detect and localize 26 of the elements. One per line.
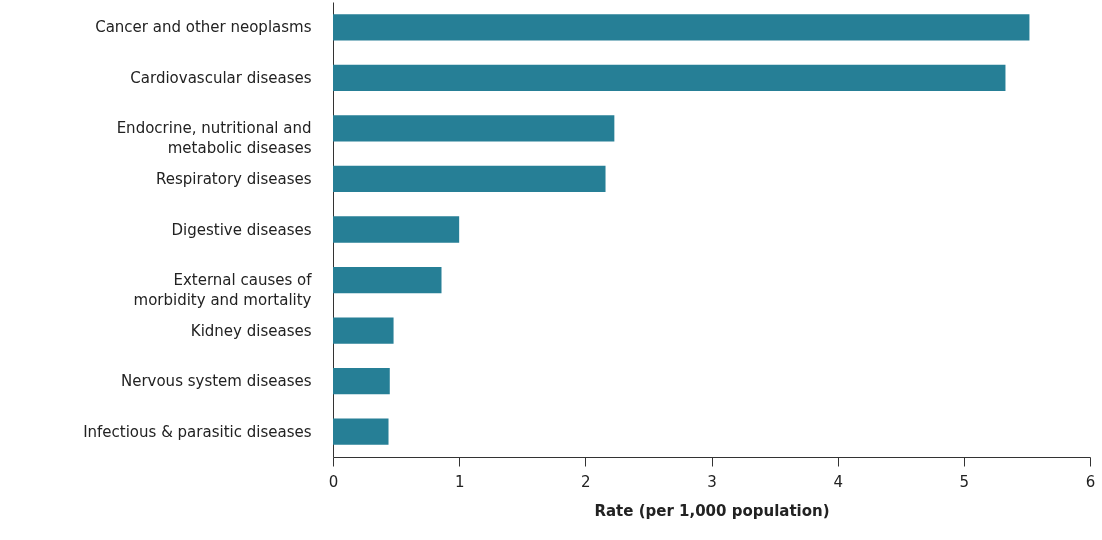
bar — [333, 64, 1006, 91]
y-tick-label: Cancer and other neoplasms — [95, 18, 312, 37]
x-tick-label: 1 — [454, 472, 465, 491]
y-tick-label: Nervous system diseases — [120, 372, 312, 391]
y-tick-label: External causes of morbidity and mortality — [133, 271, 313, 310]
bar — [333, 165, 606, 193]
bar — [333, 368, 390, 395]
x-tick-label: 5 — [959, 472, 970, 491]
x-axis-title: Rate (per 1,000 population) — [594, 501, 830, 520]
bar — [333, 317, 394, 344]
x-tick-label: 6 — [1085, 472, 1096, 491]
bar — [333, 216, 460, 243]
bar — [333, 418, 389, 445]
x-tick-label: 2 — [581, 472, 591, 491]
y-tick-label: Digestive diseases — [171, 220, 312, 239]
bar — [333, 266, 442, 294]
x-tick-label: 0 — [328, 472, 339, 491]
y-tick-label: Respiratory diseases — [156, 169, 312, 188]
y-tick-label: Infectious & parasitic diseases — [83, 422, 312, 441]
bar — [333, 14, 1030, 41]
x-tick-label: 4 — [833, 472, 843, 491]
x-tick-label: 3 — [707, 472, 717, 491]
y-tick-label: Endocrine, nutritional and metabolic diseases — [116, 119, 312, 158]
y-tick-label: Cardiovascular diseases — [130, 68, 312, 87]
y-tick-label: Kidney diseases — [190, 321, 312, 340]
bar — [333, 115, 615, 142]
